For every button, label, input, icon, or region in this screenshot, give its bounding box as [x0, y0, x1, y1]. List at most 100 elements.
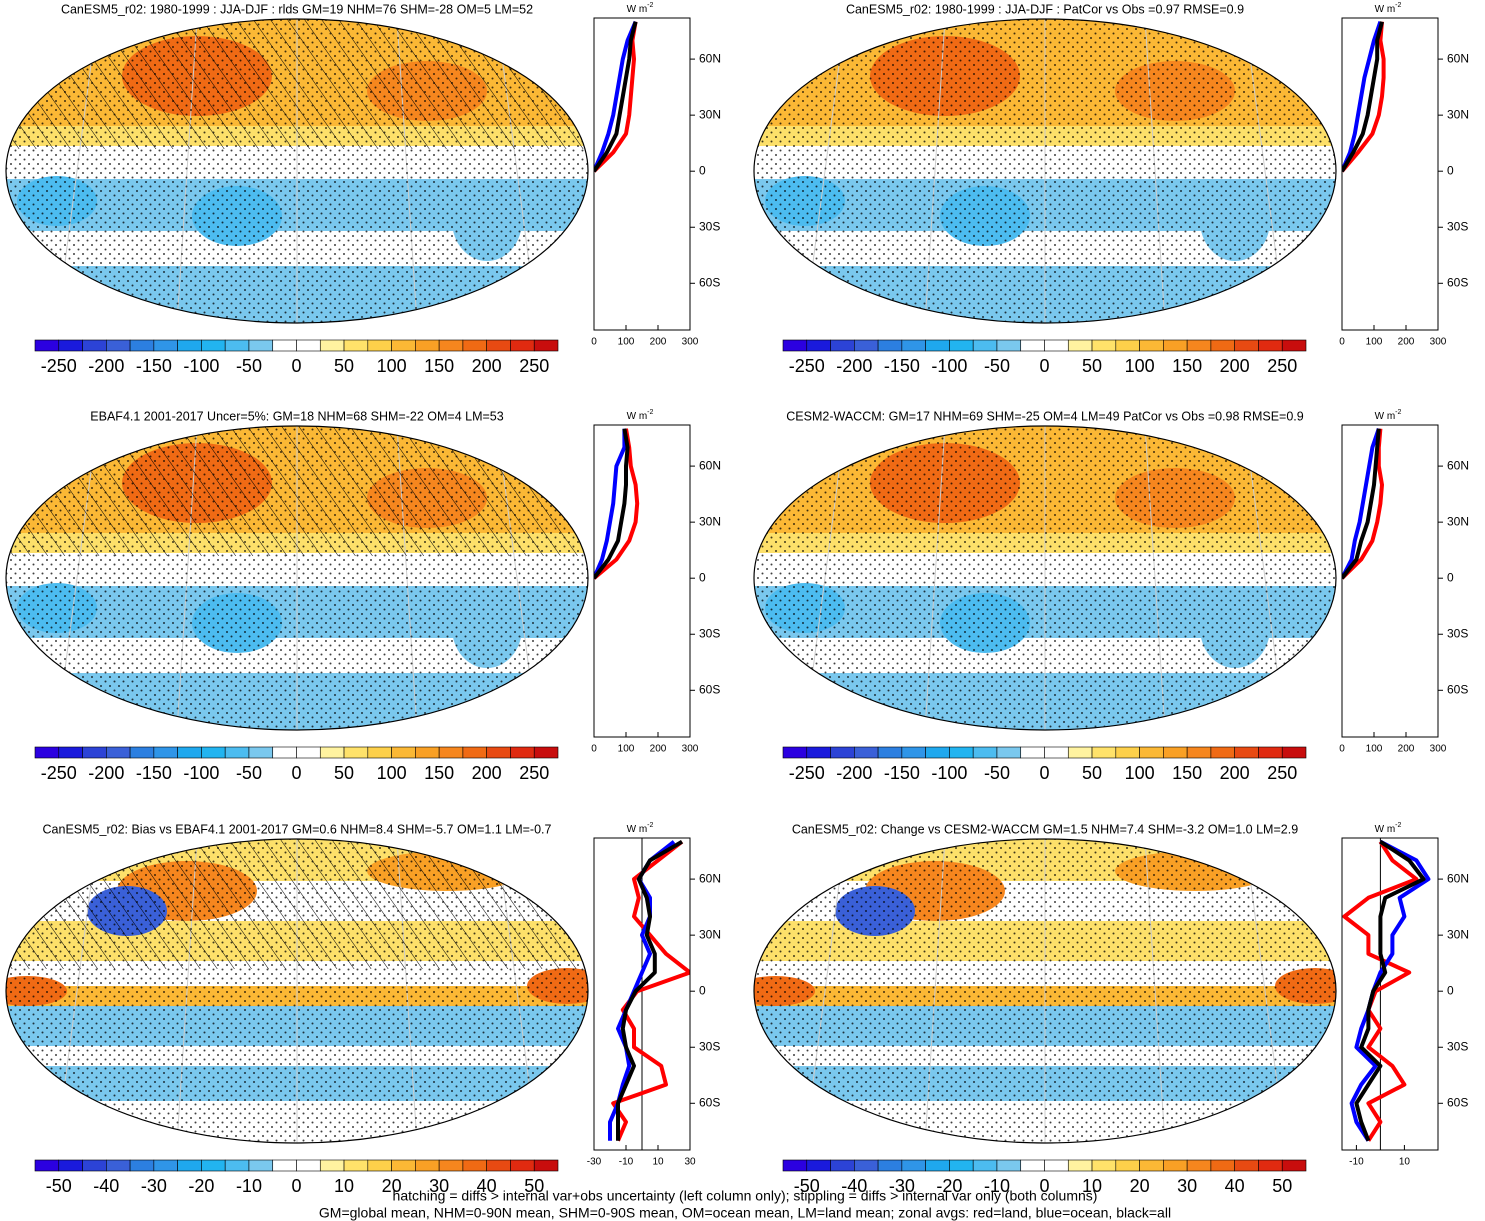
panel-title: CanESM5_r02: Bias vs EBAF4.1 2001-2017 G…: [43, 822, 552, 836]
zonal-line: [616, 839, 684, 1141]
colorbar-box: [854, 1159, 879, 1172]
colorbar-label: 100: [1125, 763, 1155, 783]
colorbar-label: -200: [88, 356, 124, 376]
colorbar-label: -100: [183, 763, 219, 783]
unit-base: W m: [627, 411, 648, 422]
colorbar-label: -200: [88, 763, 124, 783]
colorbar-label: -250: [789, 356, 825, 376]
unit-base: W m: [1375, 824, 1396, 835]
zonal-lines: [608, 838, 690, 1150]
unit-exponent: -2: [647, 2, 653, 9]
unit-label: W m-2: [627, 2, 654, 15]
colorbar-label: -20: [936, 1176, 962, 1196]
colorbar-box: [782, 1159, 808, 1172]
colorbar-box: [201, 746, 226, 759]
colorbar-box: [972, 339, 998, 352]
colorbar-box: [343, 746, 369, 759]
x-tick-label: -30: [587, 1157, 602, 1168]
colorbar-box: [854, 339, 879, 352]
colorbar-label: 100: [377, 356, 407, 376]
y-tick-label: 60S: [699, 682, 720, 696]
colorbar-box: [1067, 339, 1093, 352]
colorbar-box: [1234, 339, 1259, 352]
colorbar-label: 50: [1082, 763, 1102, 783]
colorbar-label: -30: [889, 1176, 915, 1196]
colorbar-box: [782, 339, 808, 352]
colorbar-box: [533, 339, 559, 352]
colorbar-box: [272, 1159, 297, 1172]
colorbar-label: -150: [884, 356, 920, 376]
colorbar-box: [1044, 746, 1069, 759]
zonal-line: [1342, 21, 1383, 172]
colorbar-box: [510, 746, 535, 759]
y-tick-label: 30S: [699, 626, 720, 640]
colorbar-box: [58, 746, 83, 759]
colorbar-box: [486, 746, 511, 759]
colorbar-box: [106, 1159, 131, 1172]
colorbar-label: 0: [291, 356, 301, 376]
unit-base: W m: [1375, 411, 1396, 422]
colorbar-box: [1139, 339, 1164, 352]
colorbar-box: [1115, 339, 1140, 352]
unit-base: W m: [627, 4, 648, 15]
y-tick-label: 0: [1447, 983, 1454, 997]
colorbar-box: [462, 339, 487, 352]
x-tick-label: 300: [1430, 744, 1447, 755]
colorbar-label: 0: [291, 1176, 301, 1196]
colorbar-label: -50: [984, 763, 1010, 783]
colorbar-box: [996, 1159, 1022, 1172]
x-tick-label: 0: [1339, 337, 1345, 348]
colorbar-box: [1115, 746, 1140, 759]
panel: CESM2-WACCM: GM=17 NHM=69 SHM=-25 OM=4 L…: [753, 409, 1469, 783]
colorbar-label: 40: [1225, 1176, 1245, 1196]
colorbar-label: 250: [1267, 763, 1297, 783]
colorbar-box: [877, 746, 903, 759]
colorbar-box: [82, 339, 107, 352]
zonal-frame: [1341, 837, 1439, 1151]
colorbar-box: [901, 746, 926, 759]
colorbar-box: [1258, 1159, 1283, 1172]
y-tick-label: 0: [699, 570, 706, 584]
colorbar-label: 0: [1039, 1176, 1049, 1196]
colorbar-box: [806, 746, 831, 759]
unit-exponent: -2: [647, 822, 653, 829]
zonal-line: [594, 21, 638, 173]
unit-label: W m-2: [1375, 409, 1402, 422]
colorbar-box: [201, 1159, 226, 1172]
colorbar-box: [1067, 1159, 1093, 1172]
colorbar-box: [153, 339, 178, 352]
colorbar-box: [462, 1159, 487, 1172]
colorbar-box: [319, 339, 345, 352]
colorbar-label: -250: [789, 763, 825, 783]
zonal-line: [594, 21, 638, 173]
y-tick-label: 30N: [699, 514, 721, 528]
colorbar-label: 20: [382, 1176, 402, 1196]
zonal-frame: [1341, 17, 1439, 331]
colorbar-box: [830, 746, 855, 759]
colorbar-box: [34, 1159, 60, 1172]
x-tick-label: 100: [1366, 337, 1383, 348]
colorbar-box: [153, 746, 178, 759]
colorbar-box: [415, 1159, 440, 1172]
colorbar-box: [248, 1159, 274, 1172]
zonal-lines: [1342, 21, 1386, 173]
x-tick-label: 10: [1399, 1157, 1411, 1168]
colorbar-box: [1091, 1159, 1117, 1172]
y-tick-label: 30S: [1447, 219, 1468, 233]
zonal-line: [1342, 840, 1419, 1142]
colorbar-box: [486, 1159, 511, 1172]
colorbar-box: [296, 1159, 321, 1172]
colorbar-label: -20: [188, 1176, 214, 1196]
zonal-line: [594, 428, 630, 580]
colorbar-label: -40: [93, 1176, 119, 1196]
colorbar-box: [224, 746, 250, 759]
colorbar-box: [319, 1159, 345, 1172]
y-tick-label: 60N: [1447, 871, 1469, 885]
y-tick-label: 60N: [699, 51, 721, 65]
colorbar-label: -150: [884, 763, 920, 783]
colorbar-box: [34, 339, 60, 352]
colorbar-box: [1163, 1159, 1188, 1172]
zonal-line: [594, 20, 638, 172]
y-tick-label: 60S: [1447, 275, 1468, 289]
x-tick-label: 30: [684, 1157, 696, 1168]
